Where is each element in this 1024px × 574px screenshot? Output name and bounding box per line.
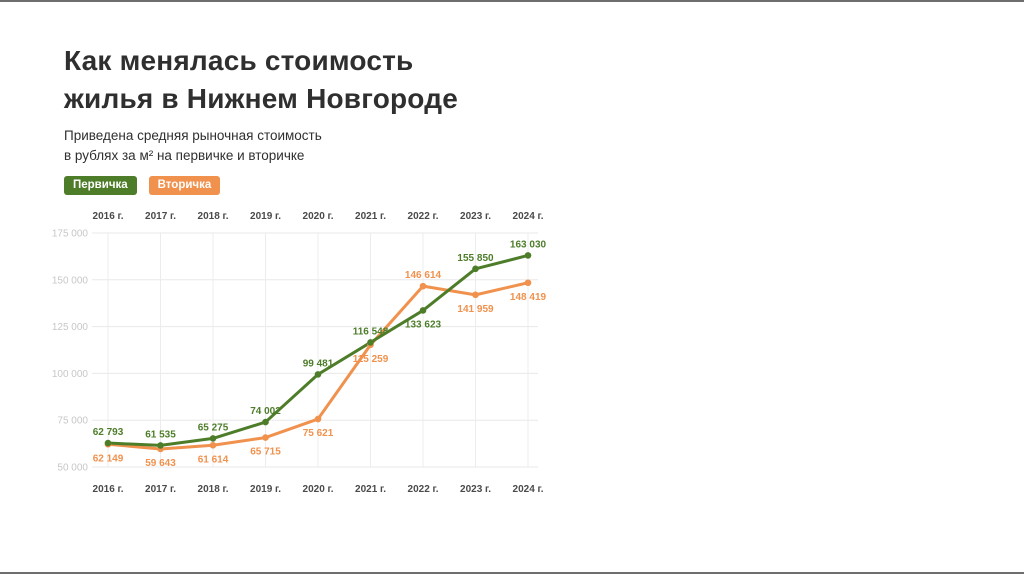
data-label-secondary: 75 621 <box>303 428 334 439</box>
data-point-secondary <box>209 441 217 449</box>
data-point-secondary <box>472 291 479 299</box>
data-point-secondary <box>262 434 269 441</box>
y-axis-tick-label: 100 000 <box>52 369 89 380</box>
x-axis-label-bottom: 2020 г. <box>303 484 334 495</box>
y-axis-tick-label: 50 000 <box>57 463 88 474</box>
x-axis-label-top: 2020 г. <box>303 211 334 222</box>
data-label-secondary: 62 149 <box>93 453 124 464</box>
page-subtitle-line2: в рублях за м² на первичке и вторичке <box>64 148 305 163</box>
data-label-primary: 155 850 <box>457 253 494 264</box>
x-axis-label-top: 2019 г. <box>250 211 281 222</box>
data-label-primary: 74 002 <box>250 406 281 417</box>
data-label-primary: 61 535 <box>145 429 176 440</box>
data-label-primary: 133 623 <box>405 319 442 330</box>
data-point-primary <box>262 418 269 426</box>
x-axis-label-bottom: 2024 г. <box>513 484 544 495</box>
y-axis-tick-label: 150 000 <box>52 275 89 286</box>
x-axis-label-top: 2017 г. <box>145 211 176 222</box>
x-axis-label-bottom: 2021 г. <box>355 484 386 495</box>
data-point-primary <box>419 307 427 314</box>
data-label-secondary: 61 614 <box>198 454 229 465</box>
data-point-primary <box>524 252 532 259</box>
data-label-primary: 116 548 <box>353 326 389 337</box>
data-label-secondary: 65 715 <box>250 447 281 458</box>
x-axis-label-bottom: 2019 г. <box>250 484 281 495</box>
bottom-frame-line <box>0 572 1024 574</box>
y-axis-tick-label: 175 000 <box>52 229 89 240</box>
data-point-primary <box>209 435 217 442</box>
legend: Первичка Вторичка <box>64 176 221 195</box>
page-title-line2: жилья в Нижнем Новгороде <box>64 83 458 114</box>
price-chart: 50 000 75 000 100 000 125 000 150 000 175 000… <box>52 211 547 495</box>
x-axis-label-top: 2018 г. <box>198 211 229 222</box>
data-label-secondary: 115 259 <box>353 354 389 365</box>
legend-badge-secondary: Вторичка <box>148 176 221 195</box>
data-label-secondary: 59 643 <box>145 458 176 469</box>
data-point-secondary <box>524 279 532 287</box>
x-axis-label-top: 2016 г. <box>93 211 124 222</box>
data-label-primary: 62 793 <box>93 427 124 438</box>
x-axis-label-top: 2021 г. <box>355 211 386 222</box>
y-axis-tick-label: 125 000 <box>52 322 89 333</box>
x-axis-label-bottom: 2016 г. <box>93 484 124 495</box>
legend-badge-primary: Первичка <box>64 176 137 195</box>
data-point-primary <box>367 339 374 346</box>
x-axis-label-bottom: 2022 г. <box>408 484 439 495</box>
page-subtitle: Приведена средняя рыночная стоимость в р… <box>64 126 322 166</box>
data-label-secondary: 146 614 <box>405 270 442 281</box>
data-point-primary <box>104 439 112 447</box>
data-point-primary <box>472 265 479 273</box>
data-label-primary: 163 030 <box>510 239 547 250</box>
chart-area: 50 000 75 000 100 000 125 000 150 000 175 000… <box>50 202 570 502</box>
x-axis-label-top: 2024 г. <box>513 211 544 222</box>
page-title-line1: Как менялась стоимость <box>64 45 414 76</box>
data-point-secondary <box>314 415 322 423</box>
data-label-primary: 65 275 <box>198 422 229 433</box>
data-label-secondary: 148 419 <box>510 292 547 303</box>
x-axis-label-top: 2022 г. <box>408 211 439 222</box>
data-label-primary: 99 481 <box>303 358 334 369</box>
x-axis-label-bottom: 2017 г. <box>145 484 176 495</box>
top-frame-line <box>0 0 1024 2</box>
page-subtitle-line1: Приведена средняя рыночная стоимость <box>64 128 322 143</box>
data-point-primary <box>314 371 322 378</box>
x-axis-label-bottom: 2023 г. <box>460 484 491 495</box>
page-title: Как менялась стоимость жилья в Нижнем Но… <box>64 42 458 118</box>
y-axis-tick-label: 75 000 <box>57 416 88 427</box>
data-point-secondary <box>419 282 427 290</box>
x-axis-label-top: 2023 г. <box>460 211 491 222</box>
data-point-primary <box>157 442 164 449</box>
x-axis-label-bottom: 2018 г. <box>198 484 229 495</box>
data-label-secondary: 141 959 <box>457 304 494 315</box>
